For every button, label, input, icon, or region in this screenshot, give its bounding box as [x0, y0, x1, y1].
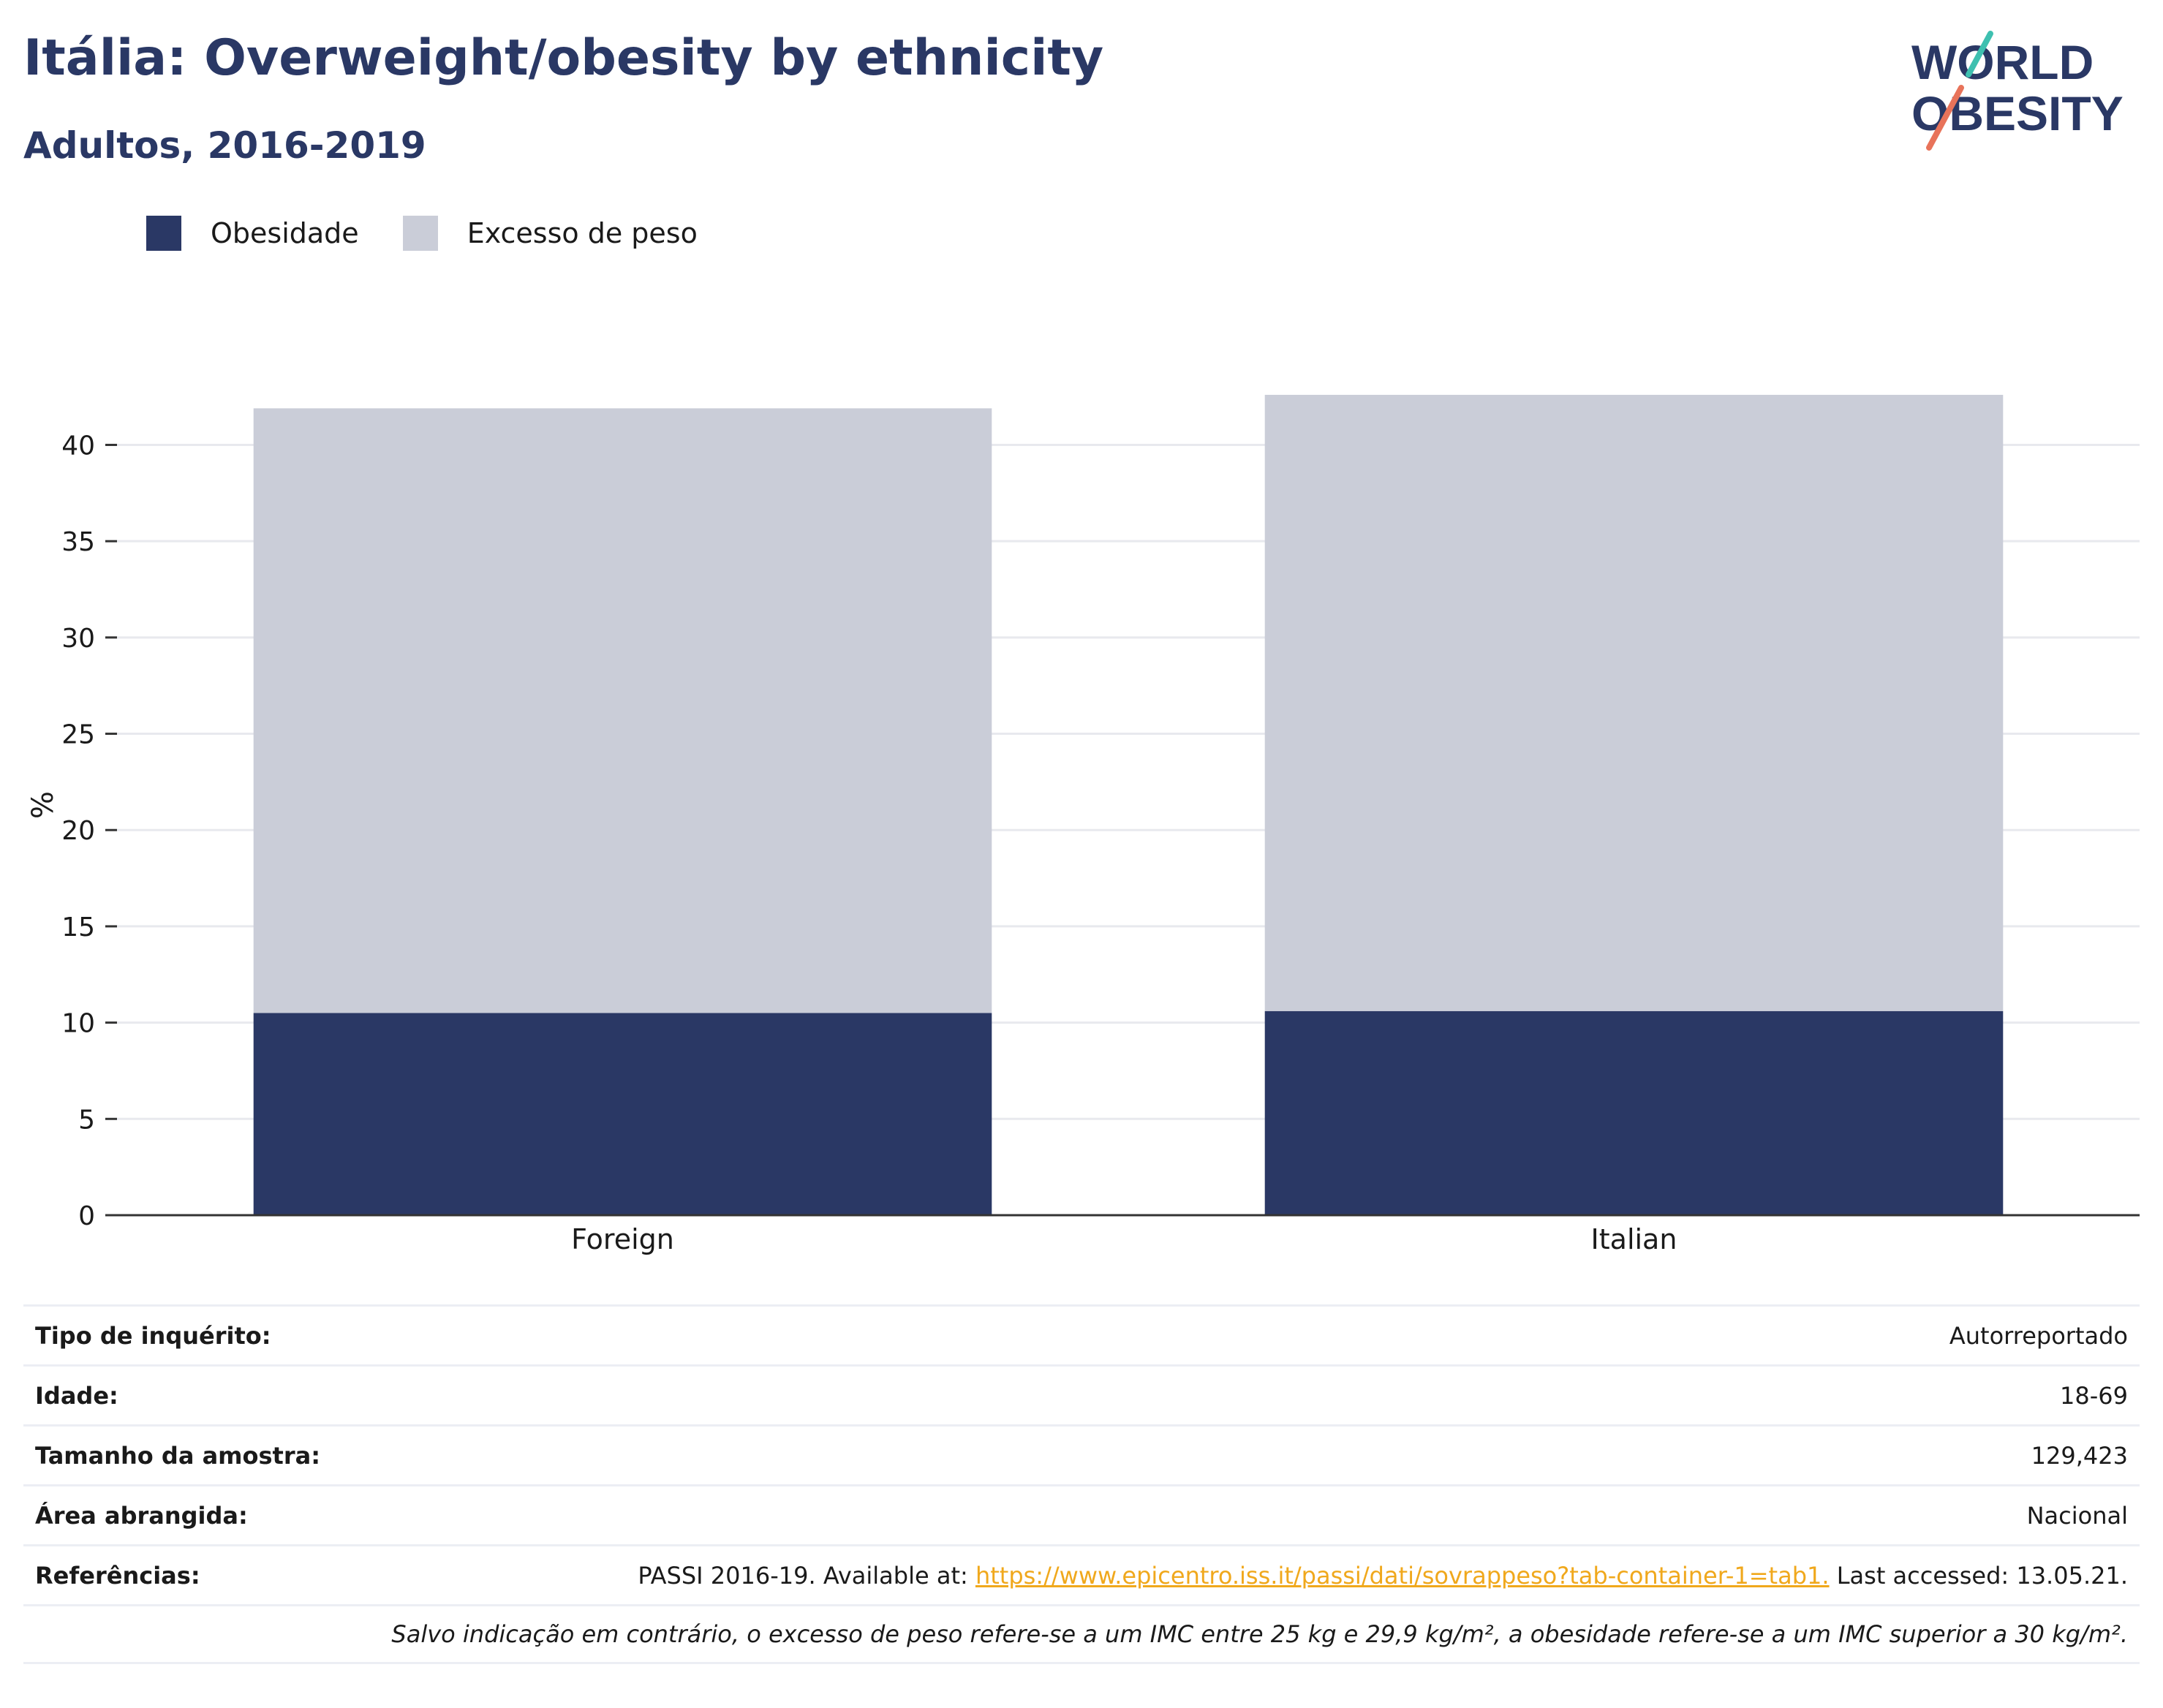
info-note: Salvo indicação em contrário, o excesso … [23, 1604, 2140, 1664]
y-tick-label: 0 [78, 1201, 95, 1231]
y-tick-label: 30 [61, 624, 95, 654]
info-key: Referências: [35, 1561, 200, 1590]
references-value: PASSI 2016-19. Available at: https://www… [638, 1562, 2128, 1590]
bar-obesity-foreign [253, 1013, 992, 1215]
y-tick-label: 20 [61, 816, 95, 846]
definition-note: Salvo indicação em contrário, o excesso … [391, 1620, 2128, 1648]
legend-label-obesity: Obesidade [211, 217, 359, 249]
bar-overweight-italian [1264, 395, 2004, 1011]
survey-info-table: Tipo de inquérito: Autorreportado Idade:… [23, 1304, 2140, 1664]
y-tick-label: 25 [61, 720, 95, 750]
info-key: Área abrangida: [35, 1501, 248, 1530]
y-tick-label: 10 [61, 1009, 95, 1039]
info-value: 129,423 [2031, 1441, 2128, 1470]
logo-slash-red [1926, 85, 1964, 151]
chart-legend: Obesidade Excesso de peso [146, 216, 741, 251]
chart-subtitle: Adultos, 2016-2019 [23, 124, 426, 167]
references-link[interactable]: https://www.epicentro.iss.it/passi/dati/… [975, 1561, 1830, 1590]
logo-word-1: WORLD [1911, 35, 2094, 89]
y-tick-label: 40 [61, 431, 95, 461]
info-value: 18-69 [2060, 1381, 2128, 1410]
y-tick-label: 35 [61, 527, 95, 557]
chart-title: Itália: Overweight/obesity by ethnicity [23, 29, 1104, 87]
info-key: Tamanho da amostra: [35, 1441, 320, 1470]
bar-overweight-foreign [253, 408, 992, 1013]
legend-swatch-overweight [402, 216, 438, 251]
info-row-survey-type: Tipo de inquérito: Autorreportado [23, 1304, 2140, 1364]
references-suffix: Last accessed: 13.05.21. [1829, 1561, 2128, 1590]
logo-slash-teal [1966, 31, 1993, 78]
legend-item-overweight[interactable]: Excesso de peso [402, 216, 698, 251]
x-tick-label: Foreign [571, 1223, 674, 1255]
legend-swatch-obesity [146, 216, 181, 251]
references-prefix: PASSI 2016-19. Available at: [638, 1561, 975, 1590]
bar-obesity-italian [1264, 1010, 2004, 1215]
stacked-bar-chart: 0 5 10 15 20 25 30 35 40% Foreign Italian [26, 395, 2140, 1255]
info-key: Idade: [35, 1381, 118, 1410]
legend-item-obesity[interactable]: Obesidade [146, 216, 359, 251]
y-tick-label: 5 [78, 1105, 95, 1135]
info-row-area: Área abrangida: Nacional [23, 1484, 2140, 1544]
info-row-age: Idade: 18-69 [23, 1364, 2140, 1424]
world-obesity-logo: WORLD OBESITY [1911, 31, 2124, 151]
y-tick-label: 15 [61, 912, 95, 942]
info-key: Tipo de inquérito: [35, 1321, 271, 1350]
y-axis-label: % [26, 791, 60, 819]
info-row-references: Referências: PASSI 2016-19. Available at… [23, 1544, 2140, 1604]
info-value: Nacional [2026, 1501, 2128, 1530]
info-value: Autorreportado [1949, 1321, 2128, 1350]
info-row-sample-size: Tamanho da amostra: 129,423 [23, 1424, 2140, 1484]
legend-label-overweight: Excesso de peso [467, 217, 698, 249]
x-tick-label: Italian [1591, 1223, 1677, 1255]
